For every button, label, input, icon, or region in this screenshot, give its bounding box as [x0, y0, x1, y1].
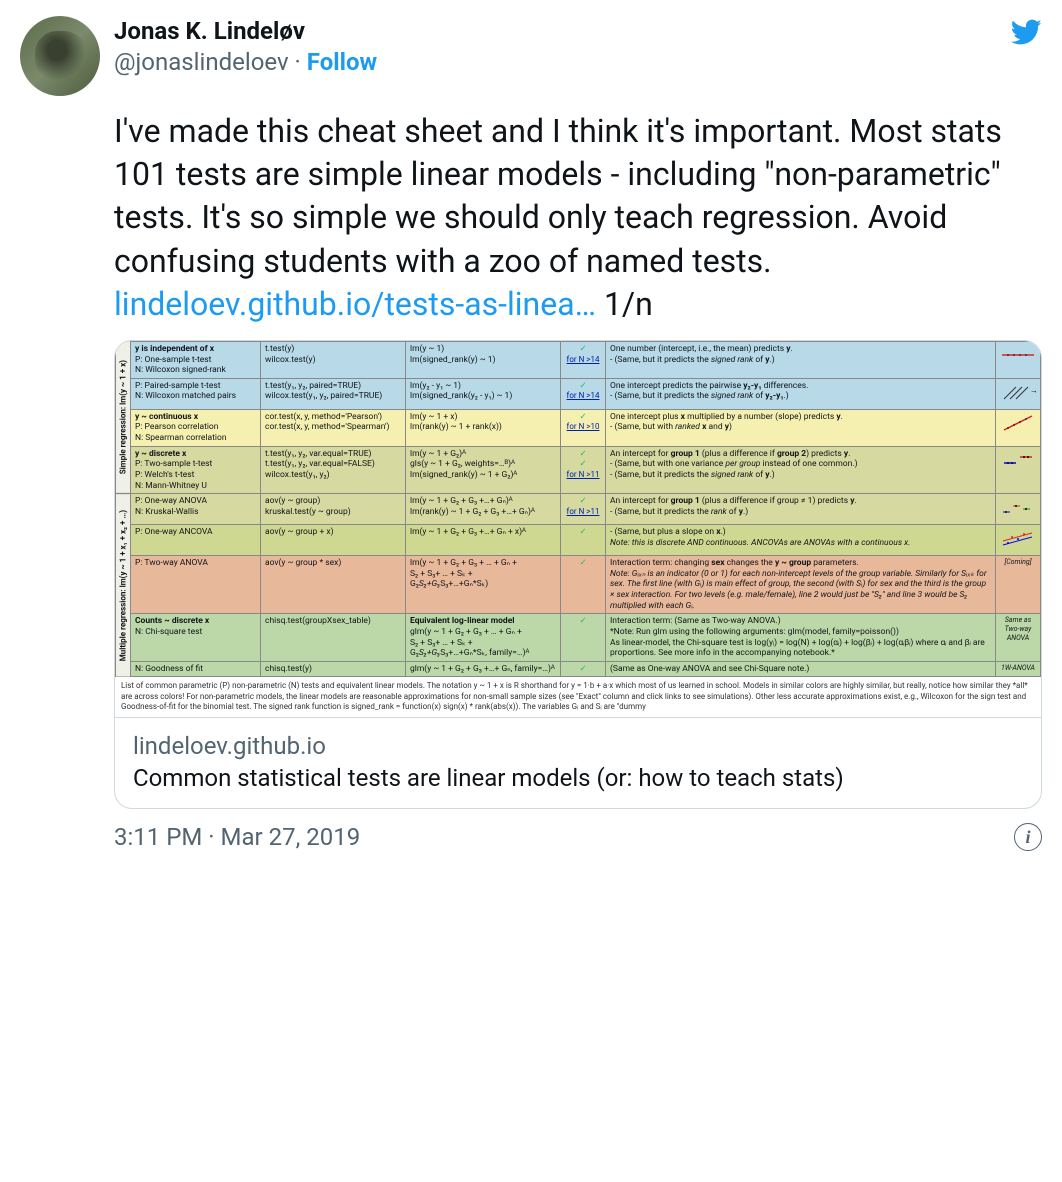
card-meta: lindeloev.github.io Common statistical t… [115, 718, 1041, 808]
svg-text:→: → [1030, 386, 1036, 395]
tweet-body: I've made this cheat sheet and I think i… [114, 110, 1042, 326]
link-card[interactable]: Simple regression: lm(y ~ 1 + x)y is ind… [114, 340, 1042, 809]
sheet-caption: List of common parametric (P) non-parame… [115, 677, 1041, 716]
handle[interactable]: @jonaslindeloev [114, 48, 289, 76]
tweet-link[interactable]: lindeloev.github.io/tests-as-linea… [114, 285, 596, 323]
cheat-sheet-table: Simple regression: lm(y ~ 1 + x)y is ind… [115, 341, 1041, 678]
follow-link[interactable]: Follow [307, 48, 377, 76]
tweet-header: Jonas K. Lindeløv @jonaslindeloev · Foll… [20, 16, 1042, 96]
card-title: Common statistical tests are linear mode… [133, 762, 1023, 794]
avatar[interactable] [20, 16, 100, 96]
card-image: Simple regression: lm(y ~ 1 + x)y is ind… [115, 341, 1041, 718]
info-icon[interactable]: i [1014, 823, 1042, 851]
tweet-footer: 3:11 PM · Mar 27, 2019 i [114, 823, 1042, 851]
display-name[interactable]: Jonas K. Lindeløv [114, 16, 1010, 47]
tweet-suffix: 1/n [596, 285, 653, 323]
tweet-text: I've made this cheat sheet and I think i… [114, 112, 1002, 280]
tweet-container: Jonas K. Lindeløv @jonaslindeloev · Foll… [0, 0, 1062, 867]
timestamp[interactable]: 3:11 PM · Mar 27, 2019 [114, 823, 360, 851]
handle-line: @jonaslindeloev · Follow [114, 47, 1010, 78]
user-info: Jonas K. Lindeløv @jonaslindeloev · Foll… [114, 16, 1010, 78]
twitter-logo-icon[interactable] [1010, 16, 1042, 48]
card-domain: lindeloev.github.io [133, 732, 1023, 760]
